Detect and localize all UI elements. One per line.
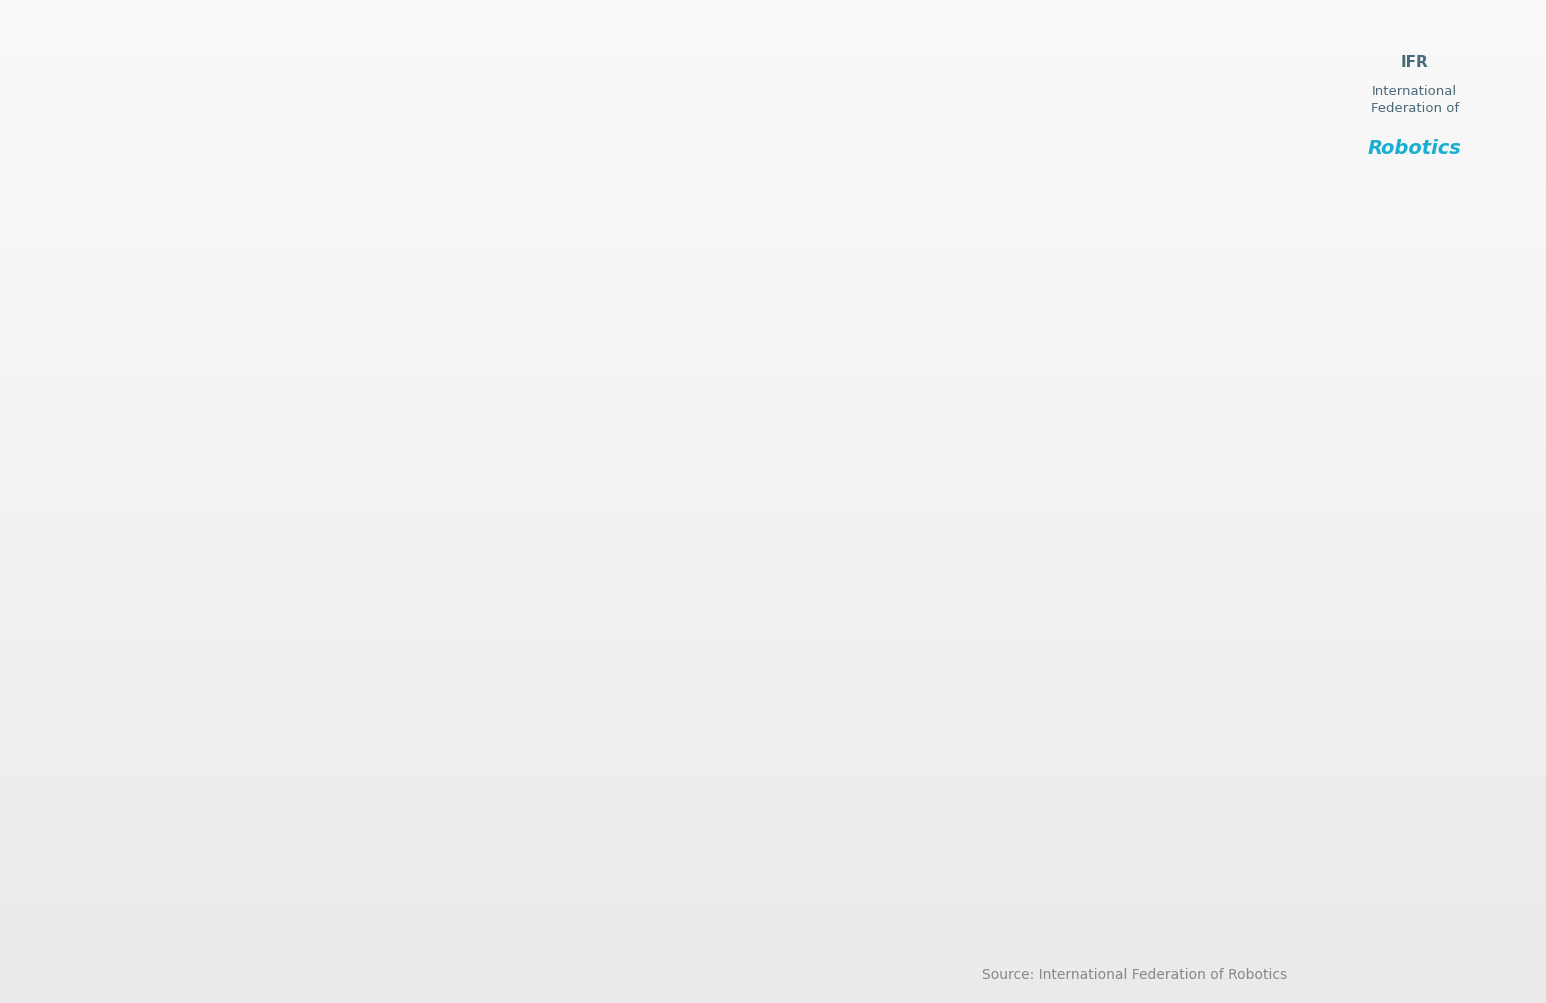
Bar <box>807 602 849 782</box>
Bar <box>286 494 329 782</box>
Bar <box>1262 656 1303 782</box>
Bar <box>809 602 850 782</box>
Text: 1012: 1012 <box>158 142 198 156</box>
Bar <box>1002 632 1044 782</box>
Bar <box>289 494 331 782</box>
Bar <box>549 585 591 782</box>
Text: 264: 264 <box>943 601 972 615</box>
Bar <box>1197 645 1238 782</box>
Text: 245: 245 <box>1008 612 1037 626</box>
Text: 294: 294 <box>878 582 908 596</box>
Bar <box>1003 632 1045 782</box>
Bar <box>938 621 980 782</box>
Bar <box>612 595 654 782</box>
Text: 306: 306 <box>618 575 648 589</box>
Bar <box>1393 668 1436 782</box>
Bar <box>937 621 979 782</box>
Bar <box>224 311 266 782</box>
Text: 224: 224 <box>1203 625 1232 639</box>
Text: IFR: IFR <box>1401 55 1429 70</box>
Bar <box>354 520 396 782</box>
Bar <box>156 162 199 782</box>
Text: 306: 306 <box>683 575 713 589</box>
Text: 201: 201 <box>1333 639 1362 653</box>
Text: 419: 419 <box>424 506 453 520</box>
Text: 228: 228 <box>1073 623 1102 637</box>
Bar <box>419 526 461 782</box>
Bar <box>679 595 720 782</box>
Bar <box>873 602 915 782</box>
Bar <box>221 311 264 782</box>
Bar <box>1068 643 1110 782</box>
Title: Robot density in the manufacturing industry 2023: Robot density in the manufacturing indus… <box>462 41 1130 65</box>
Text: Source: International Federation of Robotics: Source: International Federation of Robo… <box>982 967 1286 981</box>
Bar <box>677 595 719 782</box>
Bar <box>1133 645 1175 782</box>
Text: World: 162: World: 162 <box>1334 652 1446 670</box>
Bar <box>742 598 784 782</box>
Bar <box>484 570 526 782</box>
Bar <box>159 162 201 782</box>
Bar <box>1328 659 1371 782</box>
Text: 207: 207 <box>1268 636 1297 649</box>
Bar <box>744 598 785 782</box>
Text: Robotics: Robotics <box>1368 138 1461 157</box>
Text: International
Federation of: International Federation of <box>1370 85 1459 115</box>
Bar <box>417 526 459 782</box>
Text: 322: 322 <box>553 565 583 579</box>
Text: 770: 770 <box>229 291 257 305</box>
Bar <box>351 520 394 782</box>
Text: 302: 302 <box>748 578 778 591</box>
Bar <box>1198 645 1241 782</box>
Text: 295: 295 <box>813 582 843 596</box>
Bar <box>547 585 589 782</box>
Text: 429: 429 <box>359 499 388 514</box>
Bar <box>1132 645 1173 782</box>
Text: 347: 347 <box>489 550 518 564</box>
Bar <box>1391 668 1433 782</box>
Bar <box>614 595 656 782</box>
Bar <box>1067 643 1108 782</box>
Text: 470: 470 <box>294 474 322 488</box>
Text: Average EU: 219
Average North America: 197
Average Asia: 182: Average EU: 219 Average North America: 1… <box>1064 229 1300 308</box>
Text: 225: 225 <box>1138 625 1167 639</box>
Bar <box>1326 659 1368 782</box>
Bar <box>1263 656 1306 782</box>
Bar <box>482 570 524 782</box>
Text: 186: 186 <box>1398 648 1427 662</box>
Bar <box>872 602 914 782</box>
